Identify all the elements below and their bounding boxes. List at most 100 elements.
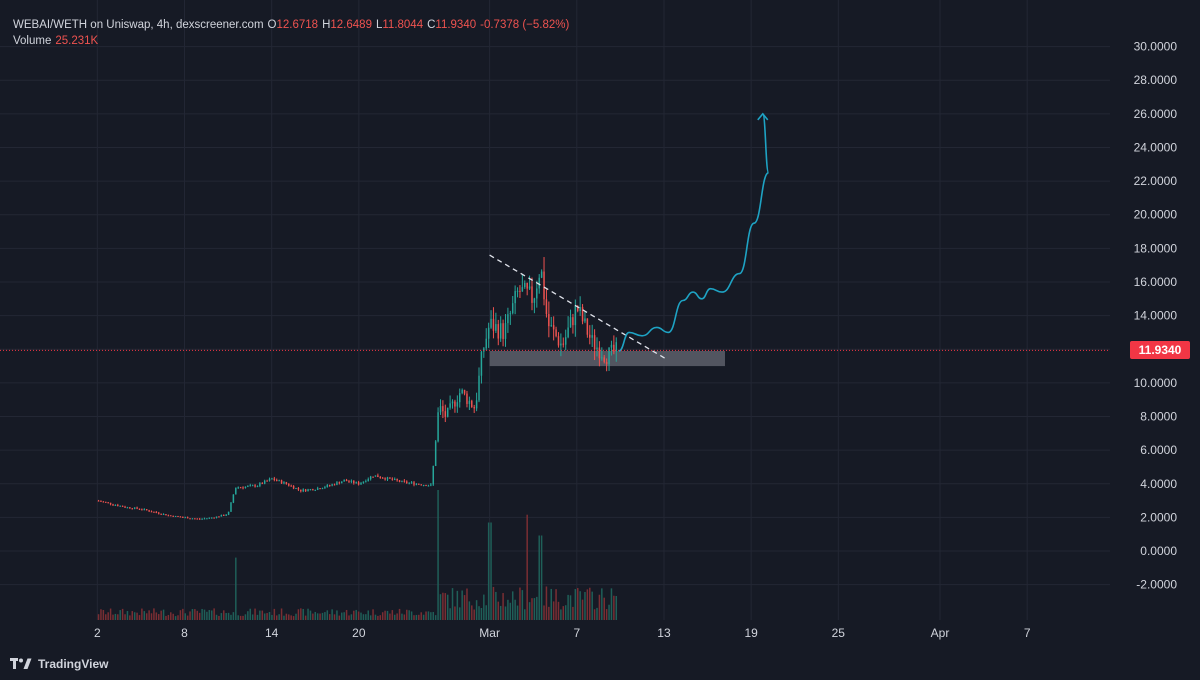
candle-body: [249, 485, 251, 487]
drawing-annotations[interactable]: [489, 112, 770, 360]
open-label: O: [267, 19, 277, 31]
volume-bar: [377, 615, 379, 620]
projection-curve[interactable]: [618, 113, 770, 352]
volume-bar: [312, 613, 314, 620]
candle-body: [555, 329, 557, 337]
volume-bar: [194, 609, 196, 620]
volume-bar: [326, 610, 329, 620]
volume-bar: [174, 616, 177, 620]
candle-body: [598, 347, 601, 359]
candle-body: [273, 478, 276, 481]
candle-body: [589, 334, 591, 338]
tradingview-brand[interactable]: TradingView: [10, 657, 108, 671]
chart-legend: WEBAI/WETH on Uniswap, 4h, dexscreener.c…: [13, 17, 569, 49]
x-axis-tick-label: 7: [573, 626, 580, 640]
candle-body: [360, 482, 362, 485]
candle-body: [514, 291, 516, 304]
volume-bar: [372, 609, 374, 620]
support-zone-rect[interactable]: [489, 350, 725, 367]
volume-bar: [410, 611, 413, 620]
volume-bar: [324, 612, 326, 620]
candle-body: [456, 402, 459, 407]
candle-body: [552, 325, 555, 330]
volume-bar: [321, 612, 324, 620]
volume-bar: [177, 615, 179, 620]
candle-body: [369, 476, 372, 480]
candle-body: [247, 485, 249, 487]
x-axis-tick-label: 13: [657, 626, 671, 640]
volume-bar: [203, 609, 206, 620]
candle-body: [613, 344, 615, 352]
volume-row: Volume 25.231K: [13, 33, 569, 49]
candle-body: [206, 518, 208, 520]
candle-body: [427, 485, 430, 487]
tradingview-label: TradingView: [38, 657, 109, 671]
y-axis-tick-label: 16.0000: [1134, 275, 1178, 289]
volume-bar: [254, 608, 256, 620]
volume-bar: [446, 594, 449, 620]
volume-bar: [439, 594, 442, 620]
candle-body: [384, 478, 386, 480]
volume-value: 25.231K: [55, 35, 99, 47]
candle-body: [509, 313, 512, 315]
candle-body: [406, 481, 408, 484]
y-axis-tick-label: 30.0000: [1134, 40, 1178, 54]
volume-bar: [560, 609, 562, 620]
volume-bar: [550, 588, 552, 620]
candle-body: [263, 480, 266, 484]
volume-bar: [343, 612, 345, 620]
candle-body: [437, 412, 439, 442]
close-label: C: [427, 19, 436, 31]
change-value: -0.7378 (−5.82%): [480, 19, 570, 31]
volume-bar: [434, 615, 437, 620]
candle-body: [271, 478, 273, 480]
candle-body: [543, 271, 545, 300]
candle-body: [186, 517, 189, 519]
candle-body: [304, 489, 307, 492]
candle-body: [574, 306, 577, 326]
x-axis-tick-label: 19: [744, 626, 758, 640]
candle-body: [333, 484, 336, 486]
candle-body: [516, 290, 519, 292]
candle-body: [100, 500, 102, 502]
volume-bar: [362, 614, 365, 620]
candle-body: [237, 487, 239, 489]
candle-body: [350, 480, 353, 482]
pair-title[interactable]: WEBAI/WETH on Uniswap, 4h, dexscreener.c…: [13, 19, 264, 31]
volume-bar: [555, 589, 557, 620]
candle-body: [471, 400, 473, 408]
candlesticks: [97, 257, 618, 520]
candle-body: [331, 484, 333, 486]
volume-bar: [251, 614, 254, 620]
y-axis[interactable]: 30.0000 28.0000 26.0000 24.0000 22.0000 20.00…: [1134, 40, 1178, 592]
candle-body: [454, 401, 456, 407]
candle-body: [290, 485, 292, 487]
volume-bar: [483, 594, 485, 620]
candle-body: [579, 307, 581, 311]
volume-bar: [355, 609, 357, 620]
candle-body: [601, 357, 603, 359]
support-zone[interactable]: [489, 350, 725, 367]
volume-bar: [237, 615, 239, 620]
volume-bar: [608, 604, 610, 620]
descending-trendline[interactable]: [489, 254, 668, 360]
volume-bar: [158, 614, 160, 620]
volume-bar: [259, 610, 261, 620]
candle-body: [446, 407, 449, 417]
x-axis[interactable]: 2 8 14 20 Mar 7 13 19 25 Apr 7: [94, 626, 1031, 640]
candle-body: [608, 347, 610, 365]
candle-body: [117, 504, 119, 506]
candle-body: [391, 478, 394, 480]
candle-body: [422, 484, 425, 486]
volume-bar: [172, 613, 174, 620]
volume-bar: [526, 514, 528, 620]
volume-bar: [519, 587, 521, 620]
candle-body: [336, 482, 338, 485]
candle-body: [309, 489, 312, 491]
volume-label[interactable]: Volume: [13, 35, 52, 47]
candle-body: [478, 375, 480, 401]
candle-body: [372, 476, 374, 478]
candle-body: [328, 485, 331, 487]
volume-bar: [247, 611, 249, 620]
